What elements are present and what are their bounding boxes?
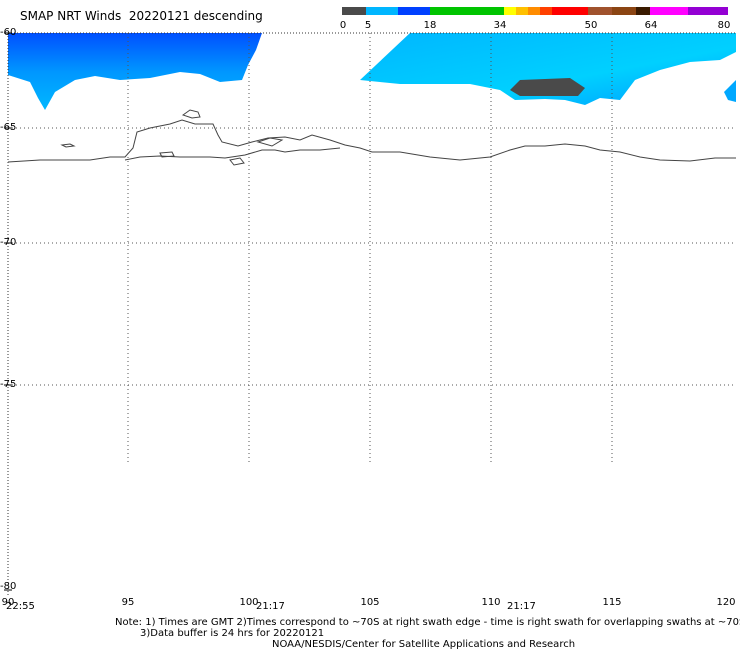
- colorbar: [342, 7, 730, 15]
- colorbar-label: 50: [584, 20, 598, 31]
- note-line-1: Note: 1) Times are GMT 2)Times correspon…: [115, 617, 740, 628]
- lat-label: -70: [0, 237, 17, 248]
- swath-time: 22:55: [6, 601, 35, 612]
- lat-label: -75: [0, 379, 17, 390]
- colorbar-segment: [504, 7, 516, 15]
- map-title: SMAP NRT Winds 20220121 descending: [20, 9, 263, 23]
- ice-shelf-outline: [124, 147, 341, 161]
- lat-label: -80: [0, 581, 17, 592]
- colorbar-segment: [342, 7, 366, 15]
- island-outline: [60, 143, 76, 148]
- island-outline: [181, 109, 201, 119]
- grid-lines: [8, 33, 736, 465]
- island-outline: [159, 151, 175, 158]
- swath-time: 21:17: [256, 601, 285, 612]
- colorbar-segment: [636, 7, 650, 15]
- wind-swath-left: [8, 33, 262, 110]
- colorbar-label: 34: [493, 20, 507, 31]
- note-line-2: 3)Data buffer is 24 hrs for 20220121: [140, 628, 325, 639]
- colorbar-segment: [650, 7, 688, 15]
- antarctic-coastline: [7, 119, 736, 163]
- lon-label: 120: [716, 597, 736, 608]
- map-frame: [7, 32, 736, 595]
- colorbar-label: 5: [364, 20, 372, 31]
- colorbar-segment: [588, 7, 612, 15]
- colorbar-label: 0: [339, 20, 347, 31]
- land-ice-patch: [510, 78, 585, 96]
- colorbar-segment: [552, 7, 588, 15]
- colorbar-segment: [516, 7, 528, 15]
- lon-label: 110: [481, 597, 501, 608]
- colorbar-segment: [688, 7, 728, 15]
- credit-line: NOAA/NESDIS/Center for Satellite Applica…: [272, 639, 576, 650]
- lon-label: 105: [360, 597, 380, 608]
- lat-label: -60: [0, 27, 17, 38]
- colorbar-segment: [540, 7, 552, 15]
- colorbar-labels: 0 5 18 34 50 64 80: [330, 20, 740, 32]
- colorbar-segment: [430, 7, 504, 15]
- colorbar-segment: [366, 7, 398, 15]
- colorbar-label: 80: [717, 20, 731, 31]
- island-outline: [229, 157, 245, 166]
- lat-ticks: [4, 32, 12, 591]
- lon-label: 90: [1, 597, 15, 608]
- colorbar-label: 64: [644, 20, 658, 31]
- colorbar-segment: [398, 7, 430, 15]
- lon-label: 100: [239, 597, 259, 608]
- wind-swath-right: [360, 33, 736, 105]
- lon-label: 95: [121, 597, 135, 608]
- colorbar-segment: [528, 7, 540, 15]
- colorbar-label: 18: [423, 20, 437, 31]
- lon-label: 115: [602, 597, 622, 608]
- colorbar-segment: [612, 7, 636, 15]
- island-outline: [256, 137, 284, 147]
- swath-time: 21:17: [507, 601, 536, 612]
- lat-label: -65: [0, 122, 17, 133]
- wind-swath-edge: [724, 80, 736, 102]
